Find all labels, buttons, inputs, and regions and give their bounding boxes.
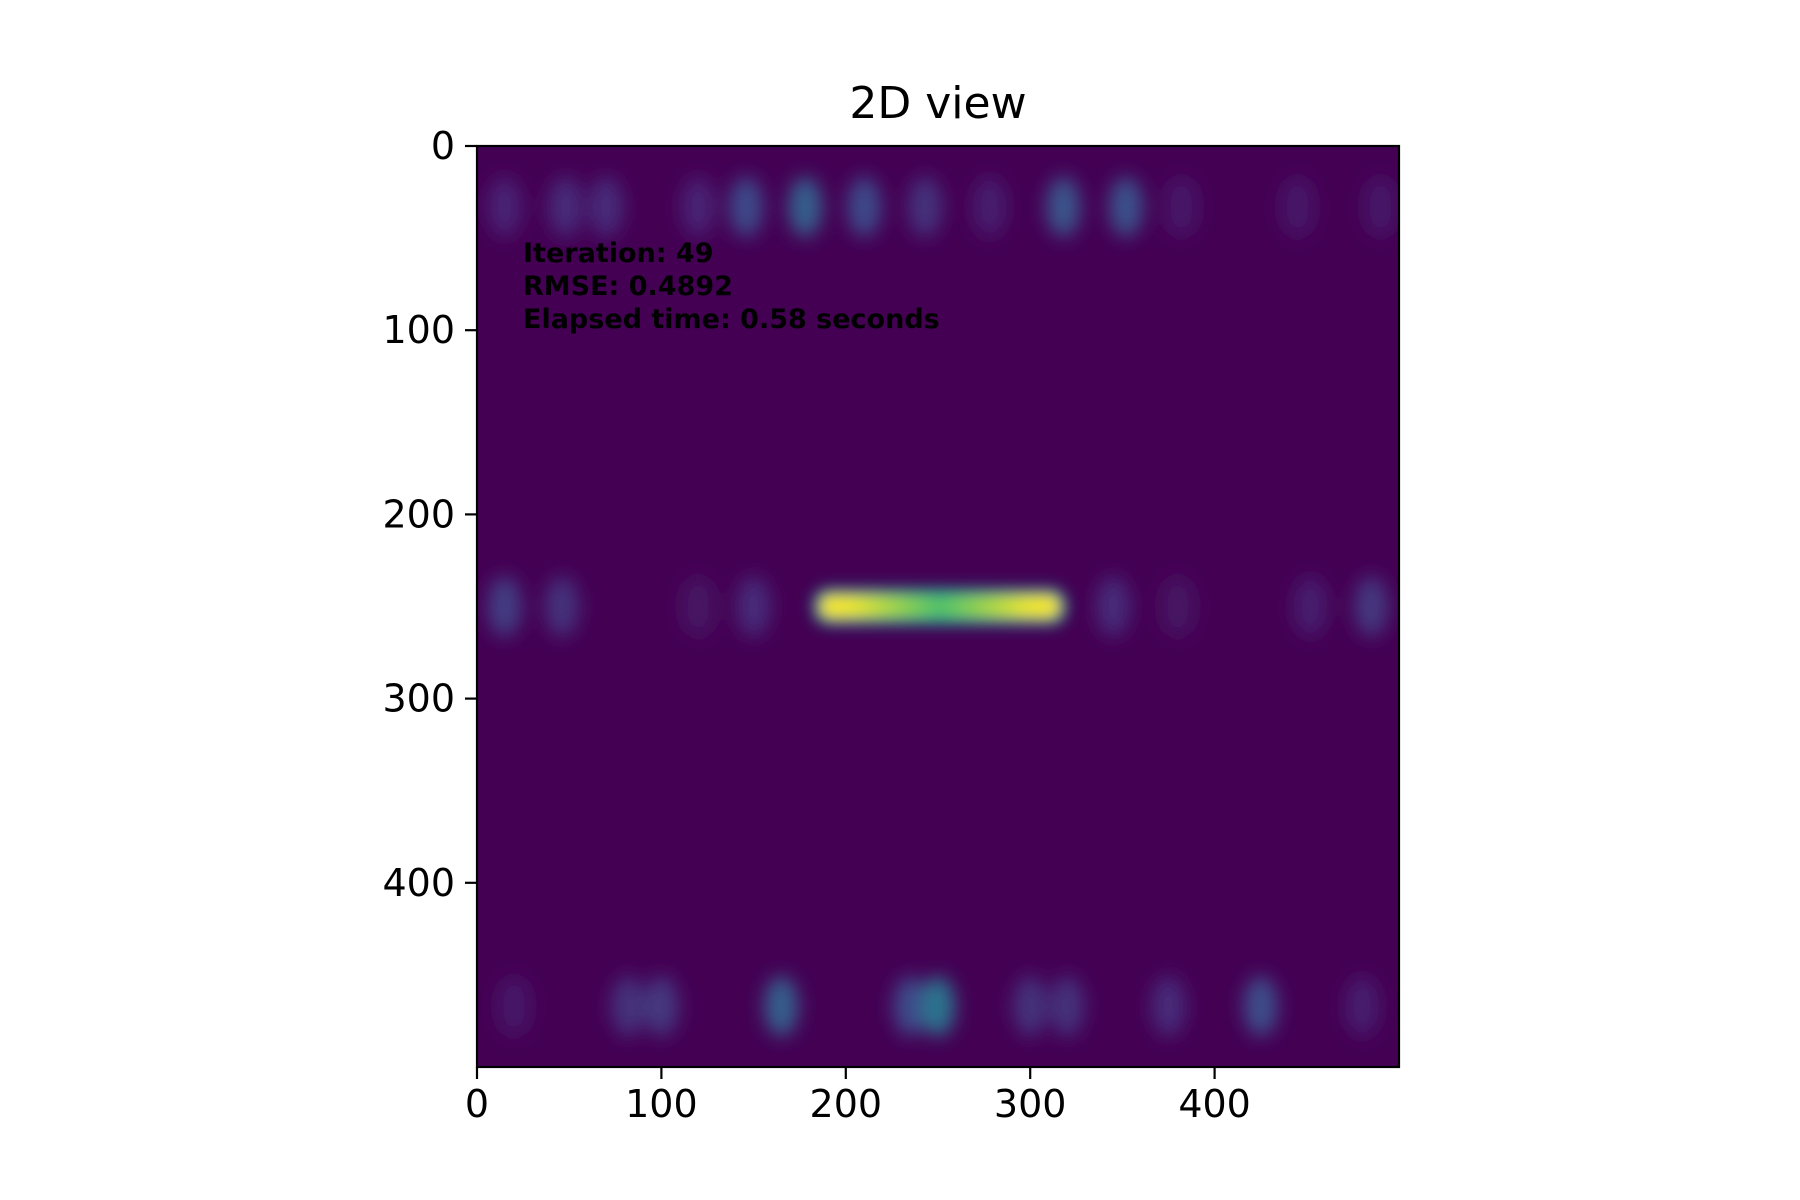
heatmap-blob [1243,976,1278,1037]
y-tick-label: 100 [382,308,455,352]
heatmap-blob [681,176,716,237]
heatmap-blob [548,176,583,237]
bar-core [820,595,1060,618]
y-tick-label: 0 [431,124,455,168]
heatmap-blob [921,976,955,1037]
y-axis: 0 100 200 300 400 [382,124,477,905]
heatmap-blob [736,576,771,637]
heatmap-blob [1280,176,1315,237]
heatmap-blobs [487,176,1398,1037]
heatmap-blob [847,176,882,237]
heatmap-blob [611,976,646,1037]
x-tick-label: 300 [994,1082,1067,1126]
heatmap-blob [496,976,531,1037]
annotation-iteration: Iteration: 49 [523,238,714,269]
heatmap-blob [589,176,624,237]
chart-title: 2D view [849,78,1026,129]
x-tick-label: 400 [1178,1082,1251,1126]
heatmap-blob [1164,176,1199,237]
heatmap-blob [1345,976,1380,1037]
heatmap-blob [893,976,928,1037]
heatmap-blob [644,976,679,1037]
x-tick-label: 100 [625,1082,698,1126]
heatmap-blob [1160,576,1195,637]
heatmap-area [477,146,1399,1067]
x-tick-label: 0 [465,1082,489,1126]
y-tick-label: 300 [382,677,455,721]
heatmap-blob [1013,976,1048,1037]
heatmap-bright-bar [812,587,1068,626]
heatmap-blob [788,176,823,237]
heatmap-blob [1363,176,1398,237]
plot-frame [475,144,1401,1069]
y-tick-label: 200 [382,492,455,536]
heatmap-blob [487,176,522,237]
annotation-elapsed-time: Elapsed time: 0.58 seconds [523,304,940,335]
heatmap-blob [908,176,943,237]
heatmap-blob [1293,576,1328,637]
heatmap-blob [1109,176,1144,237]
x-axis: 0 100 200 300 400 [465,1067,1251,1126]
heatmap-blob [972,176,1007,237]
heatmap-blob [1046,176,1081,237]
heatmap-blob [1096,576,1131,637]
heatmap-blob [1050,976,1085,1037]
annotation-rmse: RMSE: 0.4892 [523,271,733,302]
heatmap-blob [1354,576,1389,637]
heatmap-blob [681,576,716,637]
heatmap-blob [487,576,522,637]
y-tick-label: 400 [382,861,455,905]
heatmap-blob [1151,976,1186,1037]
heatmap-blob [729,176,764,237]
heatmap-blob [544,576,579,637]
heatmap-blob [764,976,799,1037]
plot-annotation: Iteration: 49 RMSE: 0.4892 Elapsed time:… [523,238,940,335]
x-tick-label: 200 [810,1082,883,1126]
